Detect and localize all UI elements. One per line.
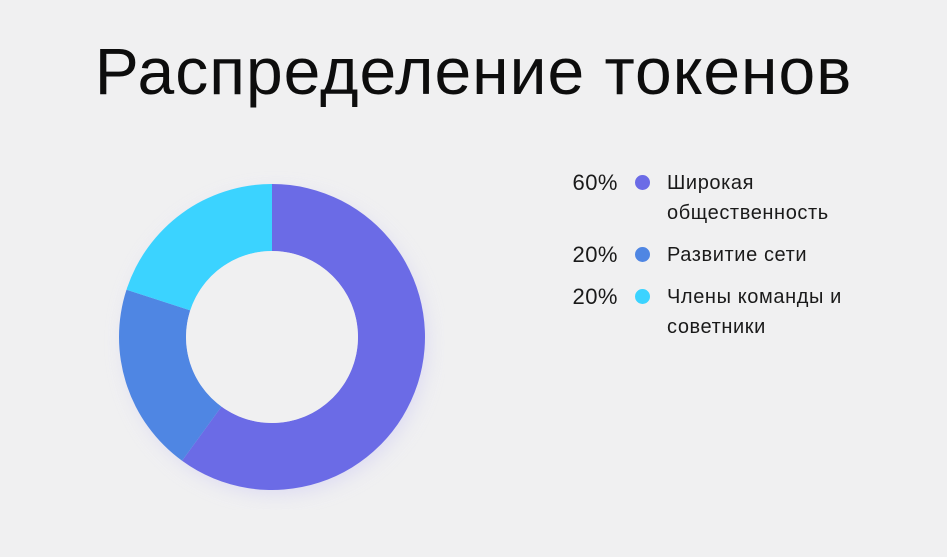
legend-value: 20%: [572, 242, 618, 267]
legend-dot: [635, 247, 650, 262]
legend-value: 20%: [572, 284, 618, 309]
legend-label: Члены команды и советники: [667, 286, 842, 338]
chart-title: Распределение токенов: [94, 34, 853, 108]
legend-item-network: 20% Развитие сети: [548, 240, 938, 270]
donut-slice-0: [182, 184, 425, 490]
legend-item-team: 20% Члены команды и советники: [548, 282, 938, 342]
donut-slice-1: [119, 289, 222, 461]
chart-legend: 60% Широкая общественность 20% Развитие …: [548, 168, 938, 354]
legend-dot: [635, 175, 650, 190]
legend-dot: [635, 289, 650, 304]
donut-slice-2: [126, 184, 272, 311]
legend-item-public: 60% Широкая общественность: [548, 168, 938, 228]
legend-value: 60%: [572, 170, 618, 195]
donut-svg: [119, 184, 426, 493]
donut-chart: [100, 165, 445, 510]
legend-label: Широкая общественность: [667, 172, 829, 224]
legend-label: Развитие сети: [667, 244, 808, 266]
donut-hole: [186, 251, 358, 423]
